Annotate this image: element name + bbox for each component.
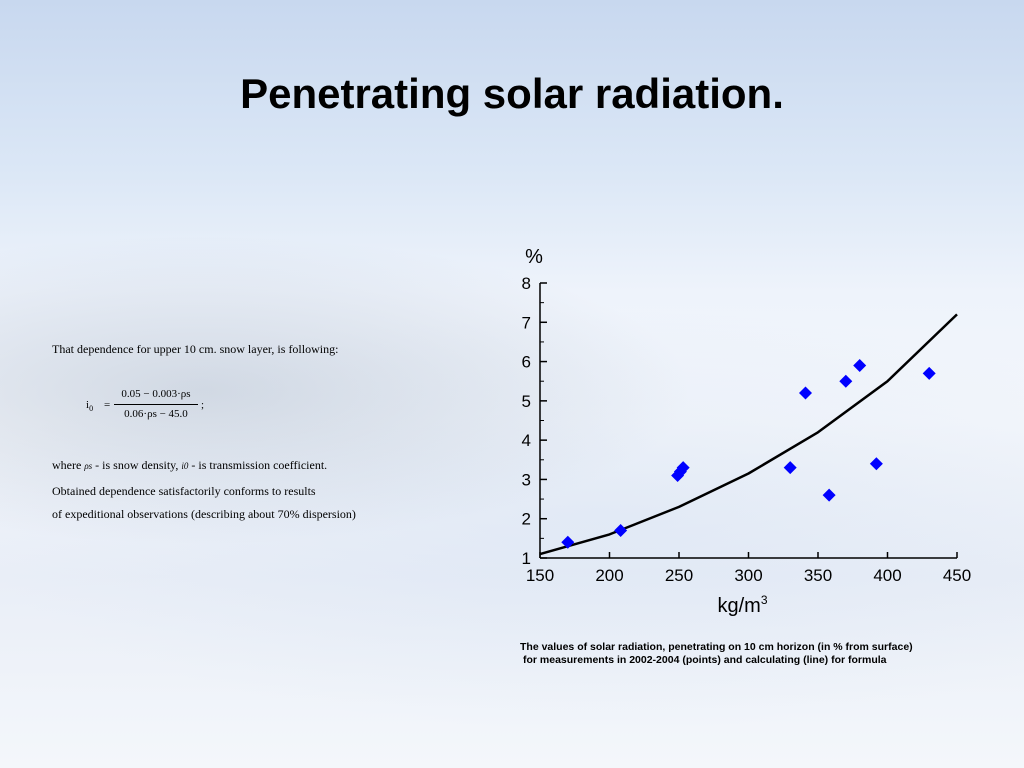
y-tick-label: 3 xyxy=(522,470,531,489)
formula-lhs: i0 xyxy=(86,399,94,414)
data-point xyxy=(798,386,812,400)
y-tick-label: 8 xyxy=(522,274,531,293)
y-axis-label: % xyxy=(525,246,543,268)
radiation-chart: 150 200 250 300 350 400 450 1 2 3 4 5 6 7 8% kg/m3 xyxy=(522,246,972,617)
i0-symbol: i0 xyxy=(181,461,189,471)
where-line: where ρs - is snow density, i0 - is tran… xyxy=(52,458,327,473)
conform-line-1: Obtained dependence satisfactorily confo… xyxy=(52,484,316,498)
chart-caption: The values of solar radiation, penetrati… xyxy=(520,641,960,667)
slide-title: Penetrating solar radiation. xyxy=(240,70,784,117)
where-prefix: where xyxy=(52,458,82,472)
formula-equals: = xyxy=(104,399,111,411)
data-point xyxy=(922,366,936,380)
data-point xyxy=(853,359,867,372)
coef-text: - is transmission coefficient. xyxy=(191,458,328,472)
data-point xyxy=(869,457,883,471)
data-point xyxy=(822,488,836,502)
data-point xyxy=(673,465,687,479)
x-tick-label: 350 xyxy=(804,566,832,585)
y-tick-label: 5 xyxy=(522,392,531,411)
data-point xyxy=(783,461,797,475)
data-point xyxy=(614,524,628,537)
fraction-bar xyxy=(114,404,198,405)
formula: i0 = 0.05 − 0.003·ρs 0.06·ρs − 45.0 ; xyxy=(86,388,216,428)
background-mountains xyxy=(0,300,1024,460)
y-tick-label: 1 xyxy=(522,549,531,568)
formula-line xyxy=(539,313,958,556)
caption-line-2: for measurements in 2002-2004 (points) a… xyxy=(523,654,887,666)
x-axis-label-sup: 3 xyxy=(761,593,768,607)
caption-line-1: The values of solar radiation, penetrati… xyxy=(520,641,913,653)
rho-symbol: ρs xyxy=(84,461,93,471)
formula-denominator: 0.06·ρs − 45.0 xyxy=(124,408,188,420)
x-tick-label: 150 xyxy=(526,566,554,585)
formula-terminator: ; xyxy=(201,399,205,411)
intro-text: That dependence for upper 10 cm. snow la… xyxy=(52,342,339,356)
data-point xyxy=(676,461,690,475)
conform-line-2: of expeditional observations (describing… xyxy=(52,507,356,521)
y-tick-label: 2 xyxy=(522,510,531,529)
y-tick-label: 7 xyxy=(522,313,531,332)
density-text: - is snow density, xyxy=(95,458,179,472)
x-tick-label: 300 xyxy=(734,566,762,585)
y-tick-label: 4 xyxy=(522,431,531,450)
y-tick-label: 6 xyxy=(522,353,531,372)
x-tick-label: 250 xyxy=(665,566,693,585)
data-point xyxy=(839,374,853,388)
x-tick-label: 450 xyxy=(943,566,971,585)
x-tick-label: 400 xyxy=(873,566,901,585)
x-tick-label: 200 xyxy=(595,566,623,585)
formula-numerator: 0.05 − 0.003·ρs xyxy=(121,388,191,400)
x-axis-label: kg/m3 xyxy=(717,593,767,617)
data-point xyxy=(561,535,575,549)
